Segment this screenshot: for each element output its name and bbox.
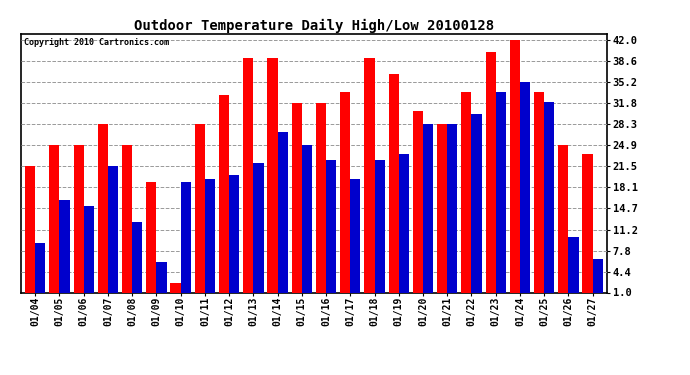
Bar: [170, 283, 181, 298]
Bar: [122, 145, 132, 298]
Bar: [569, 237, 579, 298]
Bar: [558, 145, 569, 298]
Bar: [49, 145, 59, 298]
Bar: [268, 58, 277, 298]
Bar: [277, 132, 288, 298]
Bar: [520, 82, 530, 298]
Bar: [364, 58, 375, 298]
Bar: [534, 92, 544, 298]
Bar: [486, 52, 495, 298]
Bar: [462, 92, 471, 298]
Bar: [35, 243, 46, 298]
Bar: [132, 222, 142, 298]
Bar: [181, 182, 191, 298]
Bar: [83, 206, 94, 298]
Bar: [510, 40, 520, 298]
Bar: [292, 103, 302, 298]
Title: Outdoor Temperature Daily High/Low 20100128: Outdoor Temperature Daily High/Low 20100…: [134, 18, 494, 33]
Bar: [146, 182, 157, 298]
Bar: [157, 262, 166, 299]
Bar: [205, 178, 215, 298]
Bar: [495, 92, 506, 298]
Bar: [98, 124, 108, 298]
Bar: [316, 103, 326, 298]
Bar: [326, 160, 336, 298]
Bar: [413, 111, 423, 298]
Bar: [219, 95, 229, 298]
Bar: [74, 145, 83, 298]
Bar: [544, 102, 554, 298]
Bar: [437, 124, 447, 298]
Bar: [582, 154, 593, 298]
Bar: [108, 166, 118, 298]
Bar: [447, 124, 457, 298]
Bar: [229, 176, 239, 298]
Bar: [399, 154, 409, 298]
Bar: [59, 200, 70, 298]
Bar: [302, 145, 312, 298]
Bar: [388, 74, 399, 298]
Bar: [471, 114, 482, 298]
Bar: [243, 58, 253, 298]
Bar: [25, 166, 35, 298]
Bar: [375, 160, 385, 298]
Bar: [340, 92, 351, 298]
Text: Copyright 2010 Cartronics.com: Copyright 2010 Cartronics.com: [23, 38, 168, 46]
Bar: [423, 124, 433, 298]
Bar: [253, 163, 264, 298]
Bar: [351, 178, 360, 298]
Bar: [593, 259, 603, 299]
Bar: [195, 124, 205, 298]
